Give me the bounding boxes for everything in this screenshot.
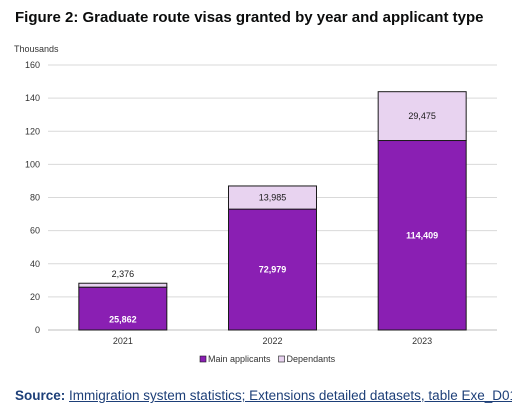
data-label-dependants: 29,475 xyxy=(408,111,436,121)
data-labels: 25,862 2,376 72,979 13,985 114,409 29,475 xyxy=(109,111,438,324)
y-tick-label: 40 xyxy=(30,259,40,269)
x-tick-label: 2021 xyxy=(113,336,133,346)
data-label-main-applicants: 114,409 xyxy=(406,230,438,240)
x-axis-ticks: 2021 2022 2023 xyxy=(113,336,432,346)
y-tick-label: 120 xyxy=(25,126,40,136)
bar-chart: 0 20 40 60 80 100 120 140 160 25,862 2,376 72,979 1… xyxy=(25,60,497,364)
data-label-main-applicants: 72,979 xyxy=(259,265,287,275)
legend-swatch xyxy=(278,355,285,363)
y-axis-ticks: 0 20 40 60 80 100 120 140 160 xyxy=(25,60,40,335)
y-tick-label: 140 xyxy=(25,93,40,103)
legend-swatch xyxy=(199,355,207,363)
y-tick-label: 100 xyxy=(25,159,40,169)
bars xyxy=(78,91,467,331)
y-tick-label: 160 xyxy=(25,60,40,70)
legend-item-label: Main applicants xyxy=(208,354,271,364)
source-note: Source: Immigration system statistics; E… xyxy=(15,388,512,403)
bar-main-applicants xyxy=(377,140,467,331)
bar-dependants xyxy=(377,91,467,142)
y-tick-label: 60 xyxy=(30,226,40,236)
bar-dependants xyxy=(228,185,317,210)
y-axis-units-label: Thousands xyxy=(14,44,59,54)
y-tick-label: 20 xyxy=(30,292,40,302)
bar-main-applicants xyxy=(78,286,168,331)
legend: Main applicants Dependants xyxy=(199,354,336,364)
legend-item-label: Dependants xyxy=(287,354,336,364)
chart-title: Figure 2: Graduate route visas granted b… xyxy=(15,9,484,26)
data-label-dependants: 2,376 xyxy=(112,269,135,279)
x-tick-label: 2023 xyxy=(412,336,432,346)
source-link[interactable]: Immigration system statistics; Extension… xyxy=(69,388,512,403)
x-tick-label: 2022 xyxy=(262,336,282,346)
source-label: Source: xyxy=(15,388,66,403)
y-tick-label: 80 xyxy=(30,193,40,203)
bar-dependants xyxy=(78,282,168,288)
bar-main-applicants xyxy=(228,208,317,331)
data-label-main-applicants: 25,862 xyxy=(109,315,137,325)
data-label-dependants: 13,985 xyxy=(259,193,287,203)
y-tick-label: 0 xyxy=(35,325,40,335)
